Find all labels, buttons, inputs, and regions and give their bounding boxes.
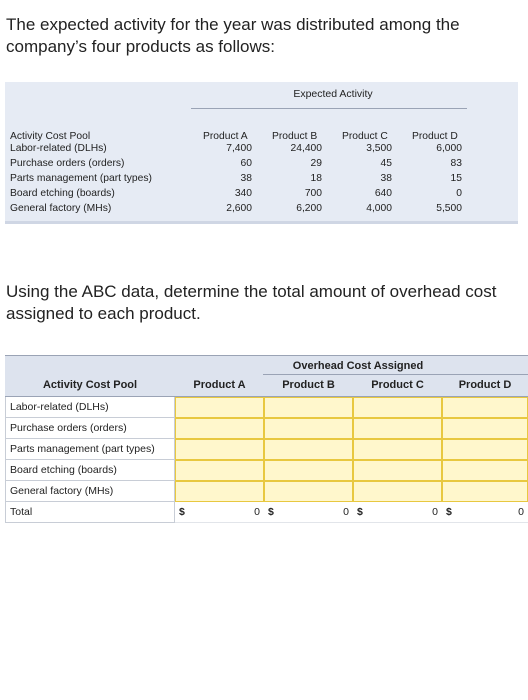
product-c-value: 38: [380, 173, 392, 184]
expected-activity-group-header: Expected Activity: [293, 88, 373, 100]
table2-header-product-a: Product A: [193, 379, 246, 391]
overhead-group-divider: [263, 374, 528, 375]
row-label-parts-management: Parts management (part types): [5, 439, 175, 460]
product-b-value: 18: [310, 173, 322, 184]
product-c-value: 4,000: [366, 203, 392, 214]
parts-product-a-input[interactable]: [175, 439, 264, 460]
product-b-value: 29: [310, 158, 322, 169]
overhead-cost-table: Overhead Cost Assigned Activity Cost Poo…: [5, 355, 528, 523]
table1-header-product-b: Product B: [272, 131, 318, 142]
table2-header-product-d: Product D: [458, 379, 512, 391]
table2-header-band: [5, 355, 528, 397]
product-a-value: 60: [240, 158, 252, 169]
total-product-d: $ 0: [442, 502, 528, 523]
row-label: Parts management (part types): [10, 173, 152, 184]
row-label-total: Total: [5, 502, 175, 523]
parts-product-c-input[interactable]: [353, 439, 442, 460]
row-label-purchase-orders: Purchase orders (orders): [5, 418, 175, 439]
table-row: General factory (MHs) 2,600 6,200 4,000 …: [10, 203, 465, 215]
currency-symbol: $: [179, 506, 185, 518]
table1-bottom-edge: [5, 221, 518, 224]
product-d-value: 83: [450, 158, 462, 169]
overhead-group-header: Overhead Cost Assigned: [292, 360, 424, 372]
intro-text: The expected activity for the year was d…: [6, 15, 460, 56]
purchase-product-d-input[interactable]: [442, 418, 528, 439]
labor-product-c-input[interactable]: [353, 397, 442, 418]
product-c-value: 45: [380, 158, 392, 169]
row-label-board-etching: Board etching (boards): [5, 460, 175, 481]
product-b-value: 700: [304, 188, 322, 199]
product-a-value: 7,400: [226, 143, 252, 154]
product-c-value: 640: [374, 188, 392, 199]
table2-header-divider: [5, 396, 528, 397]
product-c-value: 3,500: [366, 143, 392, 154]
table1-header-product-d: Product D: [412, 131, 458, 142]
factory-product-d-input[interactable]: [442, 481, 528, 502]
board-product-b-input[interactable]: [264, 460, 353, 481]
factory-product-a-input[interactable]: [175, 481, 264, 502]
row-label: General factory (MHs): [10, 203, 112, 214]
product-b-value: 6,200: [296, 203, 322, 214]
total-product-a-value: 0: [254, 506, 260, 518]
row-label-labor: Labor-related (DLHs): [5, 397, 175, 418]
labor-product-b-input[interactable]: [264, 397, 353, 418]
product-d-value: 15: [450, 173, 462, 184]
product-d-value: 6,000: [436, 143, 462, 154]
row-label-general-factory: General factory (MHs): [5, 481, 175, 502]
purchase-product-a-input[interactable]: [175, 418, 264, 439]
table2-header-pool: Activity Cost Pool: [42, 379, 138, 391]
table1-header-row: Activity Cost Pool Product A Product B P…: [10, 131, 465, 143]
product-d-value: 0: [456, 188, 462, 199]
factory-product-b-input[interactable]: [264, 481, 353, 502]
purchase-product-b-input[interactable]: [264, 418, 353, 439]
group-header-divider: [191, 108, 467, 109]
currency-symbol: $: [446, 506, 452, 518]
table1-header-product-c: Product C: [342, 131, 388, 142]
total-product-d-value: 0: [518, 506, 524, 518]
row-label: Labor-related (DLHs): [10, 143, 107, 154]
product-a-value: 38: [240, 173, 252, 184]
board-product-d-input[interactable]: [442, 460, 528, 481]
product-a-value: 2,600: [226, 203, 252, 214]
product-a-value: 340: [234, 188, 252, 199]
total-product-a: $ 0: [175, 502, 264, 523]
labor-product-d-input[interactable]: [442, 397, 528, 418]
table2-top-border: [5, 355, 528, 356]
expected-activity-table: Expected Activity Activity Cost Pool Pro…: [5, 82, 518, 224]
question-text: Using the ABC data, determine the total …: [6, 282, 497, 323]
labor-product-a-input[interactable]: [175, 397, 264, 418]
table-row: Board etching (boards) 340 700 640 0: [10, 188, 465, 200]
table-row: Labor-related (DLHs) 7,400 24,400 3,500 …: [10, 143, 465, 155]
table1-header-product-a: Product A: [203, 131, 248, 142]
purchase-product-c-input[interactable]: [353, 418, 442, 439]
table-row: Parts management (part types) 38 18 38 1…: [10, 173, 465, 185]
currency-symbol: $: [268, 506, 274, 518]
total-product-b: $ 0: [264, 502, 353, 523]
table2-header-product-b: Product B: [282, 379, 335, 391]
table2-header-product-c: Product C: [371, 379, 424, 391]
total-product-c: $ 0: [353, 502, 442, 523]
total-product-b-value: 0: [343, 506, 349, 518]
total-product-c-value: 0: [432, 506, 438, 518]
board-product-a-input[interactable]: [175, 460, 264, 481]
board-product-c-input[interactable]: [353, 460, 442, 481]
row-label: Purchase orders (orders): [10, 158, 125, 169]
parts-product-d-input[interactable]: [442, 439, 528, 460]
product-d-value: 5,500: [436, 203, 462, 214]
table1-header-pool: Activity Cost Pool: [10, 131, 91, 142]
table-row: Purchase orders (orders) 60 29 45 83: [10, 158, 465, 170]
product-b-value: 24,400: [290, 143, 323, 154]
factory-product-c-input[interactable]: [353, 481, 442, 502]
currency-symbol: $: [357, 506, 363, 518]
parts-product-b-input[interactable]: [264, 439, 353, 460]
row-label: Board etching (boards): [10, 188, 115, 199]
